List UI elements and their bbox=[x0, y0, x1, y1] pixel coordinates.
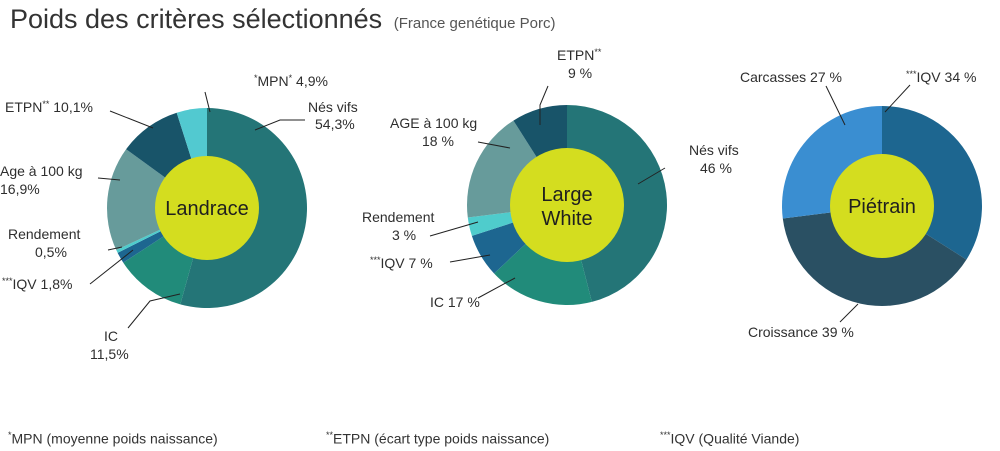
label-iqv-pietrain: ***IQV 34 % bbox=[906, 69, 976, 85]
title-main: Poids des critères sélectionnés bbox=[10, 4, 383, 34]
center-disc-large-white bbox=[510, 148, 624, 262]
labels-landrace: *MPN* 4,9% Nés vifs 54,3% ETPN** 10,1% A… bbox=[0, 73, 358, 362]
value-age-landrace: 16,9% bbox=[0, 181, 40, 197]
center-label-pietrain: Piétrain bbox=[848, 196, 916, 218]
center-label-large-white: Large White bbox=[541, 184, 592, 230]
label-ic-lw: IC 17 % bbox=[430, 294, 480, 310]
label-nes-vifs-landrace: Nés vifs bbox=[308, 99, 358, 115]
center-label-landrace: Landrace bbox=[165, 198, 248, 220]
label-iqv-landrace: ***IQV 1,8% bbox=[2, 276, 72, 292]
label-rendement-landrace: Rendement bbox=[8, 226, 80, 242]
value-nes-vifs-landrace: 54,3% bbox=[315, 116, 355, 132]
value-etpn-lw: 9 % bbox=[568, 65, 592, 81]
value-ic-landrace: 11,5% bbox=[90, 346, 129, 362]
label-rendement-lw: Rendement bbox=[362, 209, 434, 225]
center-disc-landrace bbox=[155, 156, 259, 260]
label-nes-vifs-lw: Nés vifs bbox=[689, 142, 739, 158]
chart-title: Poids des critères sélectionnés (France … bbox=[10, 4, 555, 35]
value-rendement-landrace: 0,5% bbox=[35, 244, 67, 260]
title-subtitle: (France genétique Porc) bbox=[393, 15, 556, 32]
label-age-landrace: Age à 100 kg bbox=[0, 163, 83, 179]
footnote-iqv: ***IQV (Qualité Viande) bbox=[660, 430, 800, 447]
footnote-etpn: **ETPN (écart type poids naissance) bbox=[326, 430, 550, 447]
pie-landrace: Landrace bbox=[106, 108, 308, 308]
label-etpn-landrace: ETPN** 10,1% bbox=[5, 99, 93, 115]
value-rendement-lw: 3 % bbox=[392, 227, 416, 243]
label-ic-landrace: IC bbox=[104, 328, 118, 344]
value-age-lw: 18 % bbox=[422, 133, 454, 149]
center-disc-pietrain bbox=[830, 154, 934, 258]
value-nes-vifs-lw: 46 % bbox=[700, 160, 732, 176]
label-age-lw: AGE à 100 kg bbox=[390, 115, 477, 131]
pie-large-white: Large White bbox=[467, 105, 668, 306]
labels-pietrain: Carcasses 27 % ***IQV 34 % Croissance 39… bbox=[740, 69, 976, 340]
label-croissance: Croissance 39 % bbox=[748, 324, 854, 340]
label-mpn-landrace: *MPN* 4,9% bbox=[254, 73, 328, 89]
label-etpn-lw: ETPN** bbox=[557, 47, 602, 63]
pie-pietrain: Piétrain bbox=[782, 106, 982, 306]
labels-large-white: ETPN** 9 % Nés vifs 46 % AGE à 100 kg 18… bbox=[362, 47, 739, 310]
footnote-mpn: *MPN (moyenne poids naissance) bbox=[8, 430, 218, 447]
leader-lines bbox=[89, 84, 911, 329]
label-iqv-lw: ***IQV 7 % bbox=[370, 255, 433, 271]
label-carcasses: Carcasses 27 % bbox=[740, 69, 842, 85]
